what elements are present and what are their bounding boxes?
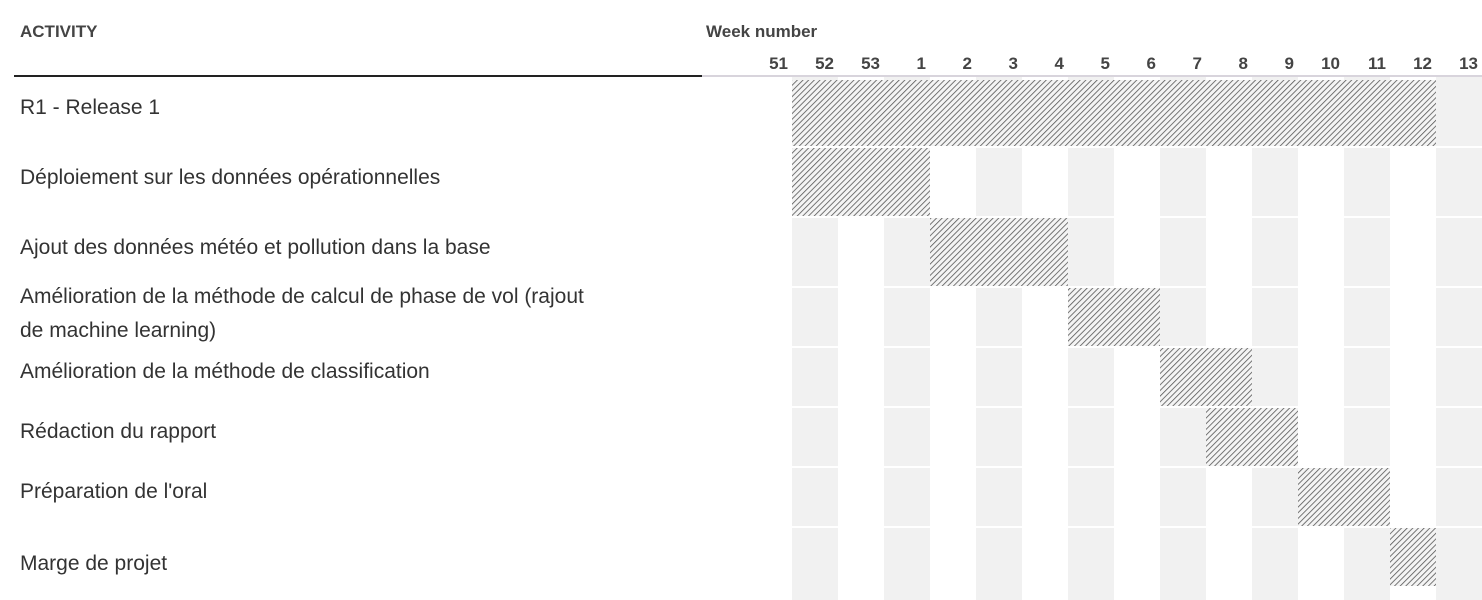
- week-tick-4: 4: [1055, 54, 1065, 73]
- week-tick-3: 3: [1009, 54, 1018, 73]
- week-tick-13: 13: [1459, 54, 1478, 73]
- week-tick-12: 12: [1413, 54, 1432, 73]
- week-column-shade: [976, 77, 1022, 600]
- task-label: Amélioration de la méthode de calcul de …: [20, 285, 584, 342]
- week-tick-9: 9: [1285, 54, 1294, 73]
- task-label: Préparation de l'oral: [20, 480, 207, 503]
- week-tick-7: 7: [1193, 54, 1202, 73]
- week-tick-51: 51: [769, 54, 788, 73]
- week-tick-11: 11: [1368, 54, 1386, 73]
- week-tick-52: 52: [815, 54, 834, 73]
- task-label: Rédaction du rapport: [20, 420, 216, 443]
- task-bar: [930, 218, 1068, 286]
- task-label: R1 - Release 1: [20, 96, 160, 119]
- task-bar: [1206, 408, 1298, 466]
- week-tick-10: 10: [1321, 54, 1340, 73]
- week-tick-53: 53: [861, 54, 880, 73]
- week-tick-6: 6: [1147, 54, 1156, 73]
- task-bar: [1160, 348, 1252, 406]
- week-tick-2: 2: [963, 54, 972, 73]
- activity-column-header: ACTIVITY: [20, 22, 98, 41]
- task-bar: [1390, 528, 1436, 586]
- week-tick-8: 8: [1239, 54, 1248, 73]
- week-tick-5: 5: [1101, 54, 1110, 73]
- task-label: Amélioration de la méthode de classifica…: [20, 360, 430, 383]
- task-label: Ajout des données météo et pollution dan…: [20, 236, 491, 259]
- week-column-shade: [1252, 77, 1298, 600]
- task-bar: [792, 148, 930, 216]
- week-number-header: Week number: [706, 22, 818, 41]
- week-column-shade: [1160, 77, 1206, 600]
- task-bar: [792, 80, 1436, 146]
- task-bar: [1068, 288, 1160, 346]
- task-label: Marge de projet: [20, 552, 167, 575]
- header-rule-weeks: [702, 75, 1482, 77]
- week-tick-1: 1: [917, 54, 926, 73]
- header-rule-activity: [14, 75, 702, 77]
- week-column-shade: [1436, 77, 1482, 600]
- task-bar: [1298, 468, 1390, 526]
- task-label: Déploiement sur les données opérationnel…: [20, 166, 440, 189]
